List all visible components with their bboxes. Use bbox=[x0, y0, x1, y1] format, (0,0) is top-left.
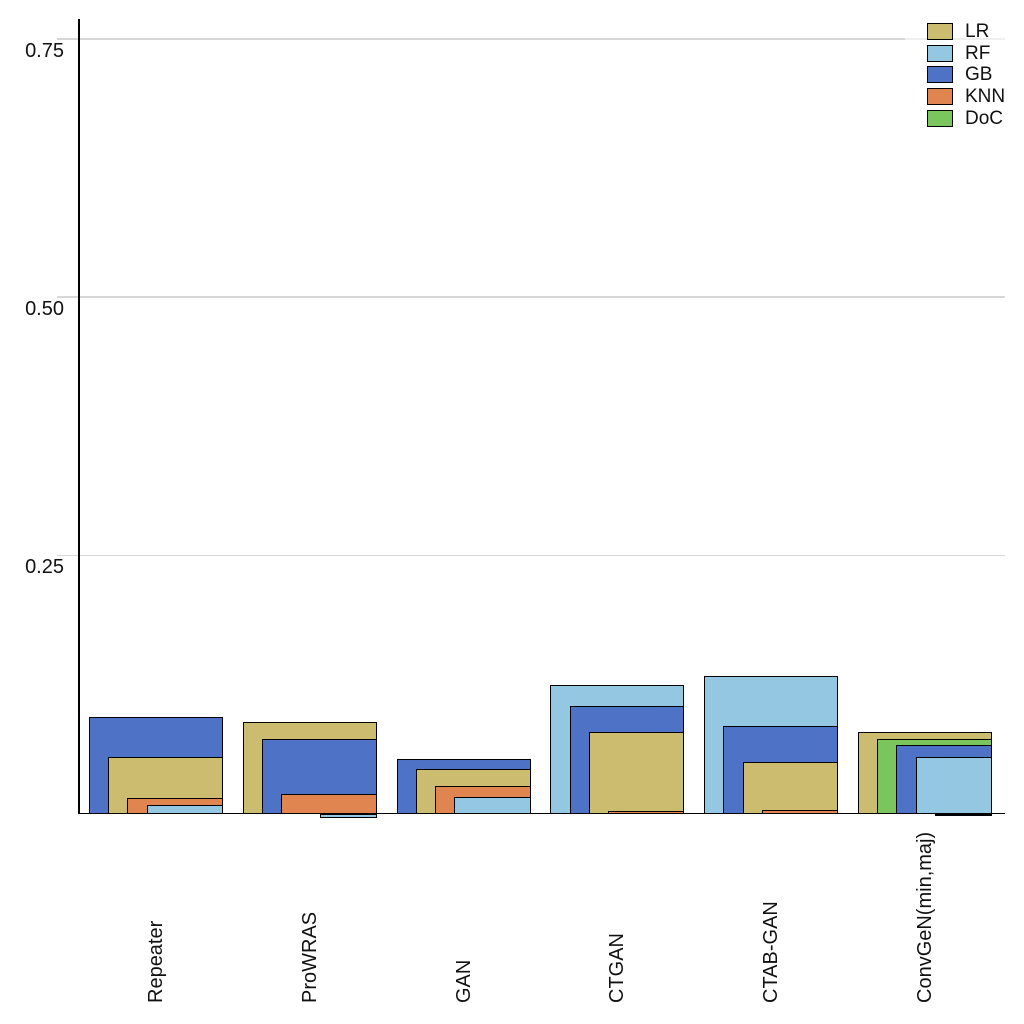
legend-item-rf: RF bbox=[927, 43, 1005, 65]
legend-background bbox=[905, 14, 1024, 140]
bar-rf-prowras bbox=[319, 814, 377, 819]
gridline-0.75 bbox=[57, 38, 1005, 40]
x-tick-label-ctab-gan: CTAB-GAN bbox=[760, 901, 783, 1003]
x-tick-label-convgen-min-maj: ConvGeN(min,maj) bbox=[914, 831, 936, 1003]
legend-swatch-doc bbox=[927, 109, 953, 127]
legend-item-doc: DoC bbox=[927, 107, 1005, 129]
y-tick-label-0.50: 0.50 bbox=[25, 298, 64, 320]
legend-label-knn: KNN bbox=[965, 86, 1006, 108]
legend-swatch-gb bbox=[927, 66, 953, 84]
legend-item-gb: GB bbox=[927, 64, 1005, 86]
legend-swatch-rf bbox=[927, 44, 953, 62]
legend-swatch-lr bbox=[927, 23, 953, 41]
legend-swatch-knn bbox=[927, 88, 953, 106]
x-tick-label-repeater: Repeater bbox=[145, 920, 167, 1003]
bar-lr-ctab-gan bbox=[742, 761, 839, 815]
y-tick-label-0.25: 0.25 bbox=[25, 556, 64, 579]
legend-item-lr: LR bbox=[927, 21, 1005, 43]
legend-label-doc: DoC bbox=[965, 107, 1004, 129]
gridline-0.50 bbox=[57, 296, 1005, 298]
y-axis-line bbox=[78, 19, 80, 814]
legend: LR RF GB KNN DoC bbox=[927, 21, 1005, 129]
x-tick-label-prowras: ProWRAS bbox=[298, 911, 321, 1003]
x-axis-line bbox=[78, 812, 1005, 815]
bar-lr-ctgan bbox=[588, 731, 685, 815]
legend-label-rf: RF bbox=[965, 42, 991, 64]
gridline-0.25 bbox=[57, 554, 1005, 556]
bar-knn-prowras bbox=[281, 793, 377, 815]
bar-rf-convgen-min-maj bbox=[915, 756, 992, 815]
legend-label-lr: LR bbox=[965, 21, 990, 43]
y-tick-label-0.75: 0.75 bbox=[25, 39, 64, 62]
bar-knn-convgen-min-maj bbox=[934, 814, 992, 817]
legend-item-knn: KNN bbox=[927, 86, 1005, 108]
x-tick-label-ctgan: CTGAN bbox=[606, 933, 629, 1003]
legend-label-gb: GB bbox=[965, 64, 993, 86]
x-tick-label-gan: GAN bbox=[452, 959, 475, 1003]
